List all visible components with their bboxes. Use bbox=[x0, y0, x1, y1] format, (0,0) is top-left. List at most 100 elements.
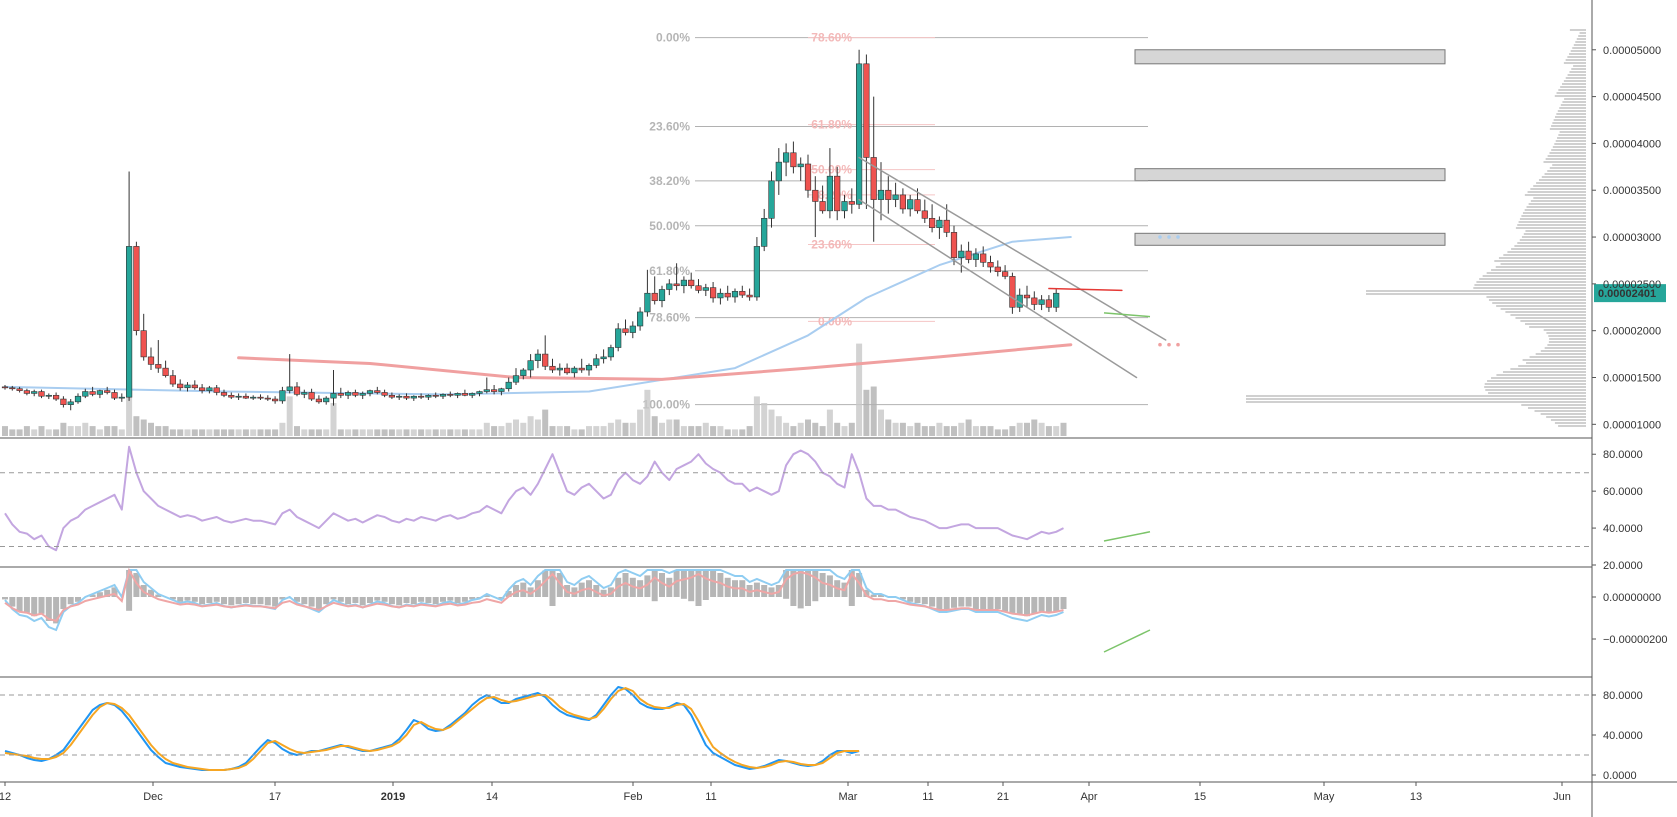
candle[interactable] bbox=[892, 194, 899, 200]
candle[interactable] bbox=[841, 201, 848, 212]
candle[interactable] bbox=[454, 393, 461, 396]
candle[interactable] bbox=[826, 175, 833, 212]
candle[interactable] bbox=[60, 398, 67, 405]
candle[interactable] bbox=[1045, 299, 1052, 308]
candle[interactable] bbox=[673, 283, 680, 287]
candle[interactable] bbox=[775, 161, 782, 182]
candle[interactable] bbox=[1, 386, 9, 389]
candle[interactable] bbox=[542, 353, 549, 367]
candle[interactable] bbox=[330, 393, 337, 399]
candle[interactable] bbox=[9, 387, 16, 390]
candle[interactable] bbox=[505, 381, 512, 390]
candle[interactable] bbox=[410, 395, 417, 399]
candle[interactable] bbox=[578, 367, 585, 371]
candle[interactable] bbox=[980, 253, 987, 263]
supply-zone[interactable] bbox=[1134, 168, 1446, 182]
candle[interactable] bbox=[213, 387, 220, 393]
candle[interactable] bbox=[315, 398, 323, 403]
candle[interactable] bbox=[921, 210, 928, 219]
candle[interactable] bbox=[220, 392, 228, 396]
candle[interactable] bbox=[965, 250, 972, 260]
candle[interactable] bbox=[425, 394, 432, 398]
candle[interactable] bbox=[585, 365, 593, 371]
candle[interactable] bbox=[972, 253, 979, 260]
candle[interactable] bbox=[746, 294, 753, 298]
candle[interactable] bbox=[899, 194, 906, 210]
candle[interactable] bbox=[323, 397, 330, 403]
candle[interactable] bbox=[527, 360, 534, 371]
candle[interactable] bbox=[549, 365, 556, 371]
candle[interactable] bbox=[417, 395, 425, 398]
candle[interactable] bbox=[615, 328, 622, 348]
candle[interactable] bbox=[23, 390, 31, 394]
candle[interactable] bbox=[257, 396, 264, 399]
candle[interactable] bbox=[739, 291, 746, 296]
candle[interactable] bbox=[111, 392, 118, 399]
candle[interactable] bbox=[469, 393, 476, 396]
candle[interactable] bbox=[629, 325, 636, 333]
candle[interactable] bbox=[863, 63, 870, 158]
candle[interactable] bbox=[67, 401, 74, 405]
candle[interactable] bbox=[439, 394, 447, 397]
candle[interactable] bbox=[31, 391, 38, 394]
candle[interactable] bbox=[928, 218, 936, 228]
candle[interactable] bbox=[337, 393, 344, 396]
candle[interactable] bbox=[717, 292, 724, 299]
candle[interactable] bbox=[199, 387, 206, 391]
candle[interactable] bbox=[571, 367, 578, 374]
candle[interactable] bbox=[994, 266, 1001, 272]
candle[interactable] bbox=[534, 353, 541, 361]
candle[interactable] bbox=[914, 199, 921, 212]
candle[interactable] bbox=[1031, 297, 1038, 305]
candle[interactable] bbox=[381, 392, 388, 396]
candle[interactable] bbox=[855, 63, 863, 205]
candle[interactable] bbox=[644, 292, 651, 313]
candle[interactable] bbox=[432, 394, 439, 397]
candle[interactable] bbox=[89, 391, 96, 395]
candle[interactable] bbox=[593, 358, 600, 366]
candle[interactable] bbox=[133, 246, 140, 331]
candle[interactable] bbox=[162, 367, 169, 376]
candle[interactable] bbox=[1038, 299, 1045, 305]
candle[interactable] bbox=[877, 189, 885, 200]
candle[interactable] bbox=[636, 311, 644, 327]
candle[interactable] bbox=[45, 394, 52, 397]
candle[interactable] bbox=[658, 289, 666, 302]
candle[interactable] bbox=[782, 152, 790, 163]
candle[interactable] bbox=[374, 390, 381, 393]
candle[interactable] bbox=[155, 364, 162, 369]
candle[interactable] bbox=[512, 375, 520, 383]
candle[interactable] bbox=[264, 397, 271, 400]
candle[interactable] bbox=[1001, 271, 1009, 277]
candle[interactable] bbox=[104, 390, 111, 393]
candle[interactable] bbox=[308, 392, 315, 400]
candle[interactable] bbox=[140, 330, 147, 358]
candle[interactable] bbox=[600, 356, 607, 360]
candle[interactable] bbox=[191, 384, 198, 389]
candle[interactable] bbox=[301, 392, 308, 395]
candle[interactable] bbox=[709, 287, 717, 299]
candle[interactable] bbox=[16, 388, 23, 391]
candle[interactable] bbox=[556, 367, 563, 371]
candle[interactable] bbox=[688, 279, 695, 287]
candle[interactable] bbox=[819, 201, 826, 212]
candle[interactable] bbox=[96, 390, 103, 395]
candle[interactable] bbox=[1009, 276, 1016, 308]
candle[interactable] bbox=[403, 395, 410, 399]
candle[interactable] bbox=[286, 386, 293, 391]
supply-zone[interactable] bbox=[1134, 232, 1446, 246]
candles[interactable] bbox=[1, 49, 1060, 411]
candle[interactable] bbox=[82, 391, 89, 397]
candle[interactable] bbox=[870, 157, 877, 200]
candle[interactable] bbox=[250, 396, 257, 399]
candle[interactable] bbox=[680, 279, 687, 287]
candle[interactable] bbox=[987, 262, 994, 268]
candle[interactable] bbox=[607, 347, 614, 358]
candle[interactable] bbox=[666, 283, 673, 290]
candle[interactable] bbox=[118, 396, 125, 399]
candle[interactable] bbox=[943, 219, 950, 233]
candle[interactable] bbox=[38, 391, 45, 397]
candle[interactable] bbox=[622, 328, 629, 333]
candle[interactable] bbox=[950, 232, 958, 258]
candle[interactable] bbox=[52, 394, 60, 400]
